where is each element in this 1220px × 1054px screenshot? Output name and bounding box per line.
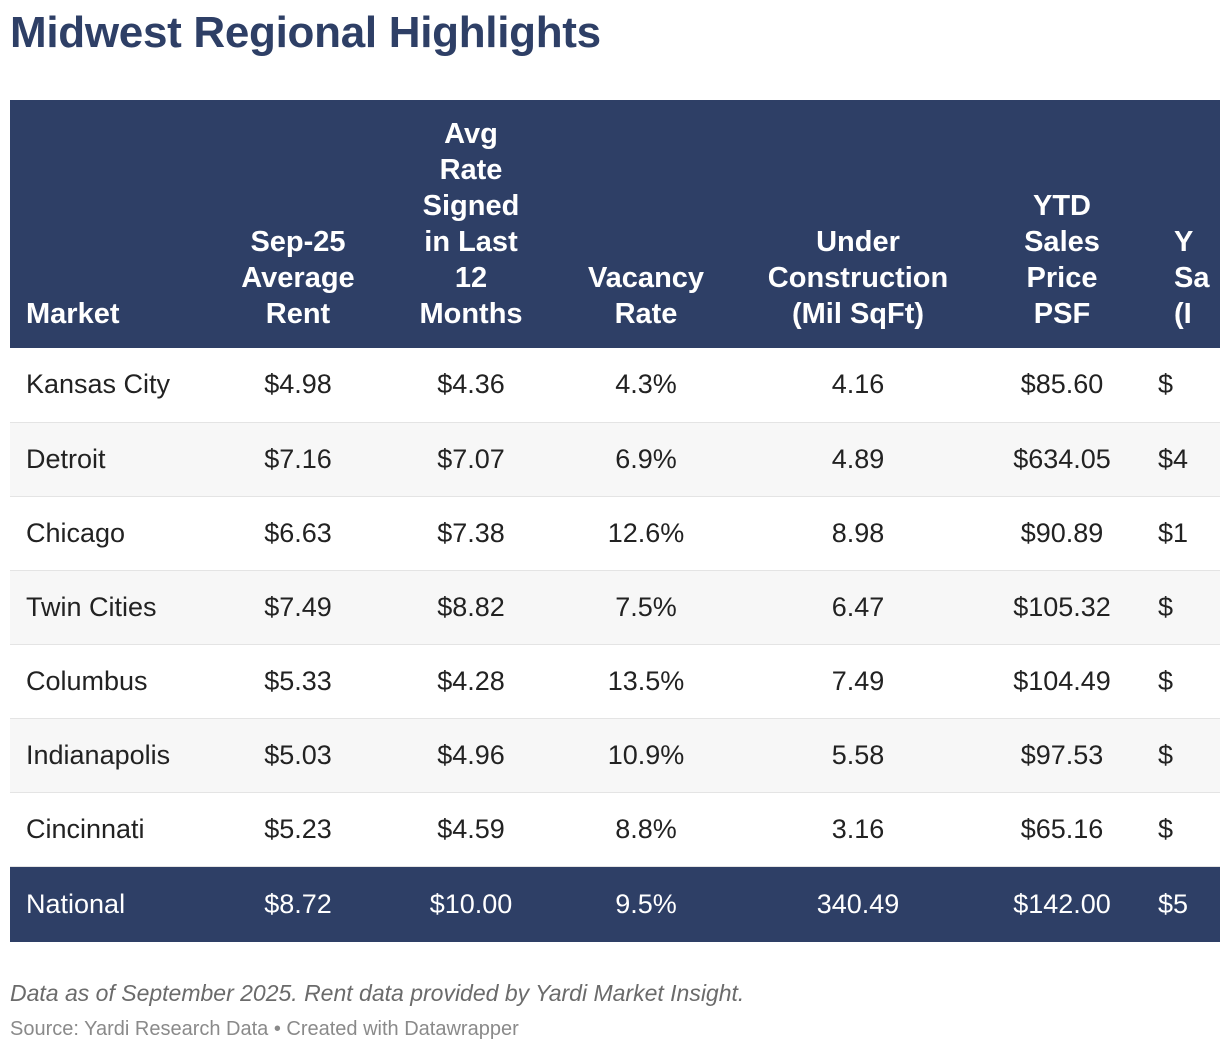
cell-national-under-construction: 340.49 (816, 888, 900, 919)
footnote: Data as of September 2025. Rent data pro… (10, 980, 745, 1006)
cell-ytd-sales-price: $105.32 (1013, 591, 1111, 622)
source-line: Source: Yardi Research Data • Created wi… (10, 1018, 519, 1040)
table-row: Chicago $6.63 $7.38 12.6% 8.98 $90.89 $1 (10, 496, 1220, 570)
cell-national-avg-rate-signed: $10.00 (429, 888, 513, 919)
cell-average-rent: $6.63 (264, 517, 332, 548)
table-row-national: National $8.72 $10.00 9.5% 340.49 $142.00 $5 (10, 866, 1220, 942)
column-header-ytd-sales-volume[interactable]: Y Sa (I (1174, 226, 1210, 330)
cell-avg-rate-signed: $7.07 (437, 443, 505, 474)
cell-national-vacancy-rate: 9.5% (615, 888, 677, 919)
table-row: Twin Cities $7.49 $8.82 7.5% 6.47 $105.32 $ (10, 570, 1220, 644)
table-body: Kansas City $4.98 $4.36 4.3% 4.16 $85.60 $ Detr… (10, 348, 1220, 942)
column-header-average-rent[interactable]: Sep-25 Average Rent (241, 226, 355, 330)
cell-vacancy-rate: 7.5% (615, 591, 677, 622)
table-row: Kansas City $4.98 $4.36 4.3% 4.16 $85.60 $ (10, 348, 1220, 422)
cell-average-rent: $7.49 (264, 591, 332, 622)
cell-ytd-sales-price: $634.05 (1013, 443, 1111, 474)
cell-ytd-sales-volume: $4 (1158, 443, 1189, 474)
column-header-vacancy-rate[interactable]: Vacancy Rate (587, 262, 705, 330)
cell-ytd-sales-price: $65.16 (1020, 813, 1104, 844)
cell-national-market: National (26, 888, 126, 919)
cell-ytd-sales-price: $90.89 (1020, 517, 1104, 548)
cell-national-average-rent: $8.72 (264, 888, 332, 919)
cell-average-rent: $5.33 (264, 665, 332, 696)
data-table: Market Sep-25 Average Rent Avg Rate Sign… (10, 100, 1220, 942)
cell-market: Indianapolis (26, 739, 171, 770)
table-row: Indianapolis $5.03 $4.96 10.9% 5.58 $97.53 $ (10, 718, 1220, 792)
cell-under-construction: 7.49 (831, 665, 885, 696)
cell-vacancy-rate: 12.6% (607, 517, 685, 548)
cell-ytd-sales-volume: $ (1158, 591, 1174, 622)
cell-avg-rate-signed: $4.28 (437, 665, 505, 696)
cell-vacancy-rate: 6.9% (615, 443, 677, 474)
table-row: Detroit $7.16 $7.07 6.9% 4.89 $634.05 $4 (10, 422, 1220, 496)
cell-ytd-sales-volume: $ (1158, 665, 1174, 696)
cell-under-construction: 6.47 (831, 591, 885, 622)
cell-under-construction: 4.16 (831, 369, 885, 400)
column-header-under-construction[interactable]: Under Construction (Mil SqFt) (767, 226, 949, 330)
cell-under-construction: 5.58 (831, 739, 885, 770)
cell-under-construction: 3.16 (831, 813, 885, 844)
cell-average-rent: $4.98 (264, 369, 332, 400)
cell-market: Cincinnati (26, 813, 145, 844)
cell-ytd-sales-volume: $ (1158, 369, 1174, 400)
cell-national-ytd-sales-price: $142.00 (1013, 888, 1111, 919)
cell-market: Kansas City (26, 369, 171, 400)
cell-ytd-sales-price: $97.53 (1020, 739, 1104, 770)
cell-ytd-sales-volume: $ (1158, 813, 1174, 844)
cell-vacancy-rate: 13.5% (607, 665, 685, 696)
cell-market: Columbus (26, 665, 148, 696)
data-table-container: Market Sep-25 Average Rent Avg Rate Sign… (10, 100, 1220, 942)
table-row: Columbus $5.33 $4.28 13.5% 7.49 $104.49 $ (10, 644, 1220, 718)
cell-ytd-sales-price: $104.49 (1013, 665, 1111, 696)
table-header-row: Market Sep-25 Average Rent Avg Rate Sign… (10, 100, 1220, 348)
cell-average-rent: $5.03 (264, 739, 332, 770)
cell-avg-rate-signed: $4.96 (437, 739, 505, 770)
table-row: Cincinnati $5.23 $4.59 8.8% 3.16 $65.16 $ (10, 792, 1220, 866)
cell-market: Detroit (26, 443, 106, 474)
cell-ytd-sales-volume: $ (1158, 739, 1174, 770)
cell-ytd-sales-volume: $1 (1158, 517, 1189, 548)
cell-under-construction: 8.98 (831, 517, 885, 548)
cell-vacancy-rate: 8.8% (615, 813, 677, 844)
column-header-market[interactable]: Market (26, 298, 120, 330)
chart-title: Midwest Regional Highlights (10, 8, 601, 57)
column-header-avg-rate-signed[interactable]: Avg Rate Signed in Last 12 Months (419, 118, 523, 330)
cell-ytd-sales-price: $85.60 (1020, 369, 1104, 400)
cell-avg-rate-signed: $7.38 (437, 517, 505, 548)
cell-avg-rate-signed: $4.36 (437, 369, 505, 400)
cell-avg-rate-signed: $4.59 (437, 813, 505, 844)
cell-average-rent: $5.23 (264, 813, 332, 844)
cell-national-ytd-sales-volume: $5 (1158, 888, 1189, 919)
cell-vacancy-rate: 10.9% (607, 739, 685, 770)
cell-market: Twin Cities (26, 591, 157, 622)
column-header-ytd-sales-price[interactable]: YTD Sales Price PSF (1024, 190, 1100, 330)
cell-market: Chicago (26, 517, 126, 548)
cell-vacancy-rate: 4.3% (615, 369, 677, 400)
cell-average-rent: $7.16 (264, 443, 332, 474)
cell-avg-rate-signed: $8.82 (437, 591, 505, 622)
cell-under-construction: 4.89 (831, 443, 885, 474)
